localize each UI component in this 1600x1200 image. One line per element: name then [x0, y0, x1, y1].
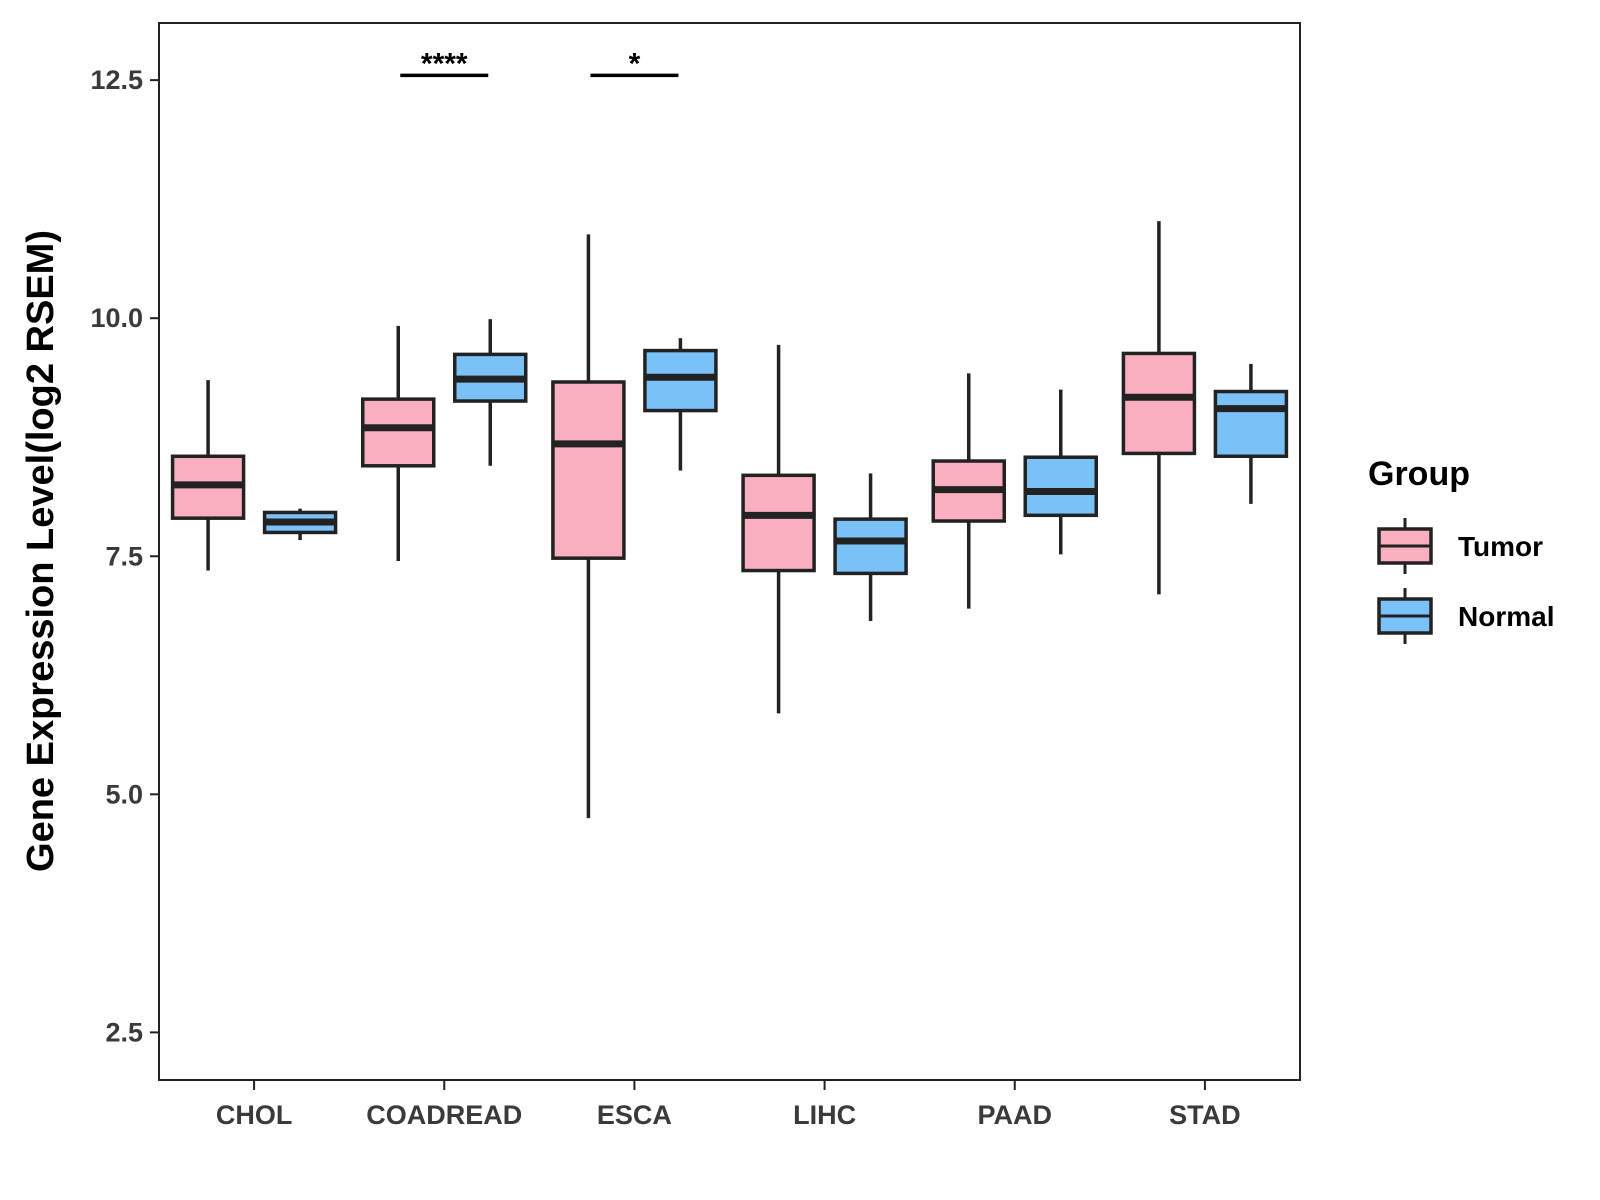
- x-tick-label: PAAD: [977, 1100, 1052, 1130]
- x-tick-label: STAD: [1169, 1100, 1241, 1130]
- plot-panel-border: [158, 22, 1301, 1081]
- legend-label: Tumor: [1458, 531, 1543, 562]
- box-normal-stad: [1213, 363, 1289, 504]
- y-axis-title: Gene Expression Level(log2 RSEM): [20, 230, 62, 872]
- box-iqr: [361, 397, 436, 468]
- box-tumor-chol: [170, 380, 246, 571]
- box-normal-coadread: [453, 319, 528, 466]
- box-iqr: [741, 473, 816, 573]
- x-tick-label: COADREAD: [366, 1100, 522, 1130]
- box-normal-esca: [643, 338, 718, 471]
- x-tick-label: LIHC: [793, 1100, 856, 1130]
- plot-area: **** *: [170, 47, 1289, 819]
- legend-title: Group: [1368, 455, 1470, 493]
- x-tick-label: ESCA: [597, 1100, 672, 1130]
- box-tumor-esca: [551, 234, 626, 819]
- box-normal-lihc: [833, 473, 908, 622]
- y-tick-label: 2.5: [105, 1017, 143, 1047]
- box-iqr: [833, 517, 908, 576]
- legend-label: Normal: [1458, 601, 1554, 632]
- y-axis: 2.5 5.0 7.5 10.0 12.5: [90, 65, 159, 1047]
- box-iqr: [1023, 455, 1098, 518]
- box-normal-paad: [1023, 389, 1098, 555]
- legend-item-normal: Normal: [1377, 588, 1554, 644]
- box-normal-chol: [262, 508, 338, 541]
- significance-label: *: [629, 47, 641, 80]
- box-tumor-paad: [931, 373, 1006, 609]
- y-tick-label: 7.5: [105, 541, 143, 571]
- y-tick-label: 10.0: [90, 303, 143, 333]
- y-tick-label: 5.0: [105, 779, 143, 809]
- box-tumor-lihc: [741, 344, 816, 714]
- box-iqr: [551, 380, 626, 560]
- box-tumor-stad: [1121, 221, 1197, 595]
- x-axis: CHOL COADREAD ESCA LIHC PAAD STAD: [216, 1080, 1241, 1130]
- box-tumor-coadread: [361, 325, 436, 562]
- x-tick-label: CHOL: [216, 1100, 293, 1130]
- box-iqr: [1213, 389, 1289, 459]
- box-iqr: [1121, 351, 1197, 456]
- y-tick-label: 12.5: [90, 65, 143, 95]
- legend-item-tumor: Tumor: [1377, 518, 1543, 574]
- significance-label: ****: [421, 47, 468, 80]
- legend: Group Tumor Normal: [1368, 455, 1554, 644]
